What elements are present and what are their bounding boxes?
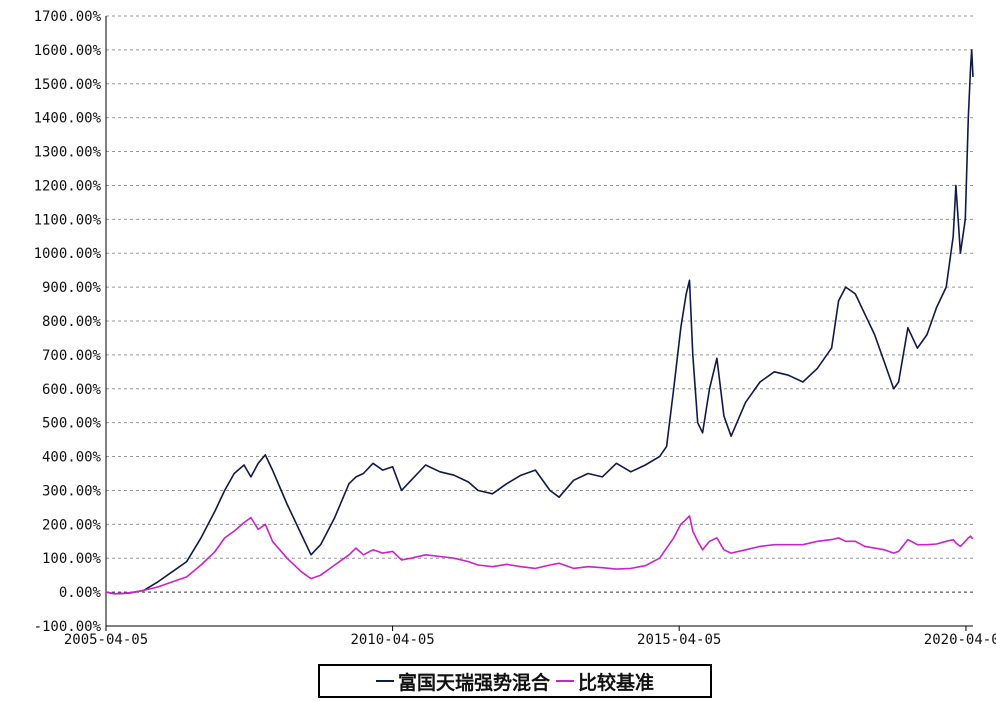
- x-tick-label: 2010-04-05: [350, 632, 434, 648]
- label-layer: -100.00%0.00%100.00%200.00%300.00%400.00…: [34, 9, 996, 648]
- y-tick-label: 1700.00%: [34, 9, 102, 25]
- y-tick-label: 200.00%: [42, 517, 102, 533]
- series-line-benchmark: [106, 516, 973, 594]
- y-tick-label: 1600.00%: [34, 43, 102, 59]
- y-tick-label: 1500.00%: [34, 77, 102, 93]
- y-tick-label: 0.00%: [59, 585, 102, 601]
- series-layer: [106, 50, 973, 594]
- y-tick-label: 1100.00%: [34, 212, 102, 228]
- y-tick-label: 700.00%: [42, 348, 102, 364]
- y-tick-label: 600.00%: [42, 382, 102, 398]
- x-tick-label: 2005-04-05: [64, 632, 148, 648]
- y-tick-label: 800.00%: [42, 314, 102, 330]
- grid-layer: [106, 16, 973, 626]
- legend-swatch-benchmark: [556, 680, 574, 682]
- legend-label-benchmark: 比较基准: [578, 668, 654, 695]
- y-tick-label: 900.00%: [42, 280, 102, 296]
- y-tick-label: 300.00%: [42, 483, 102, 499]
- y-tick-label: 1200.00%: [34, 178, 102, 194]
- x-tick-label: 2020-04-05: [924, 632, 996, 648]
- x-tick-label: 2015-04-05: [637, 632, 721, 648]
- y-tick-label: 100.00%: [42, 551, 102, 567]
- legend-item-benchmark: 比较基准: [556, 668, 654, 695]
- series-line-fund: [106, 50, 973, 594]
- legend-swatch-fund: [376, 680, 394, 682]
- y-tick-label: 1300.00%: [34, 145, 102, 161]
- y-tick-label: 1000.00%: [34, 246, 102, 262]
- legend-item-fund: 富国天瑞强势混合: [376, 668, 550, 695]
- axis-layer: [106, 16, 973, 631]
- y-tick-label: 500.00%: [42, 416, 102, 432]
- y-tick-label: 1400.00%: [34, 111, 102, 127]
- y-tick-label: 400.00%: [42, 450, 102, 466]
- legend-label-fund: 富国天瑞强势混合: [398, 668, 550, 695]
- legend: 富国天瑞强势混合 比较基准: [318, 664, 712, 698]
